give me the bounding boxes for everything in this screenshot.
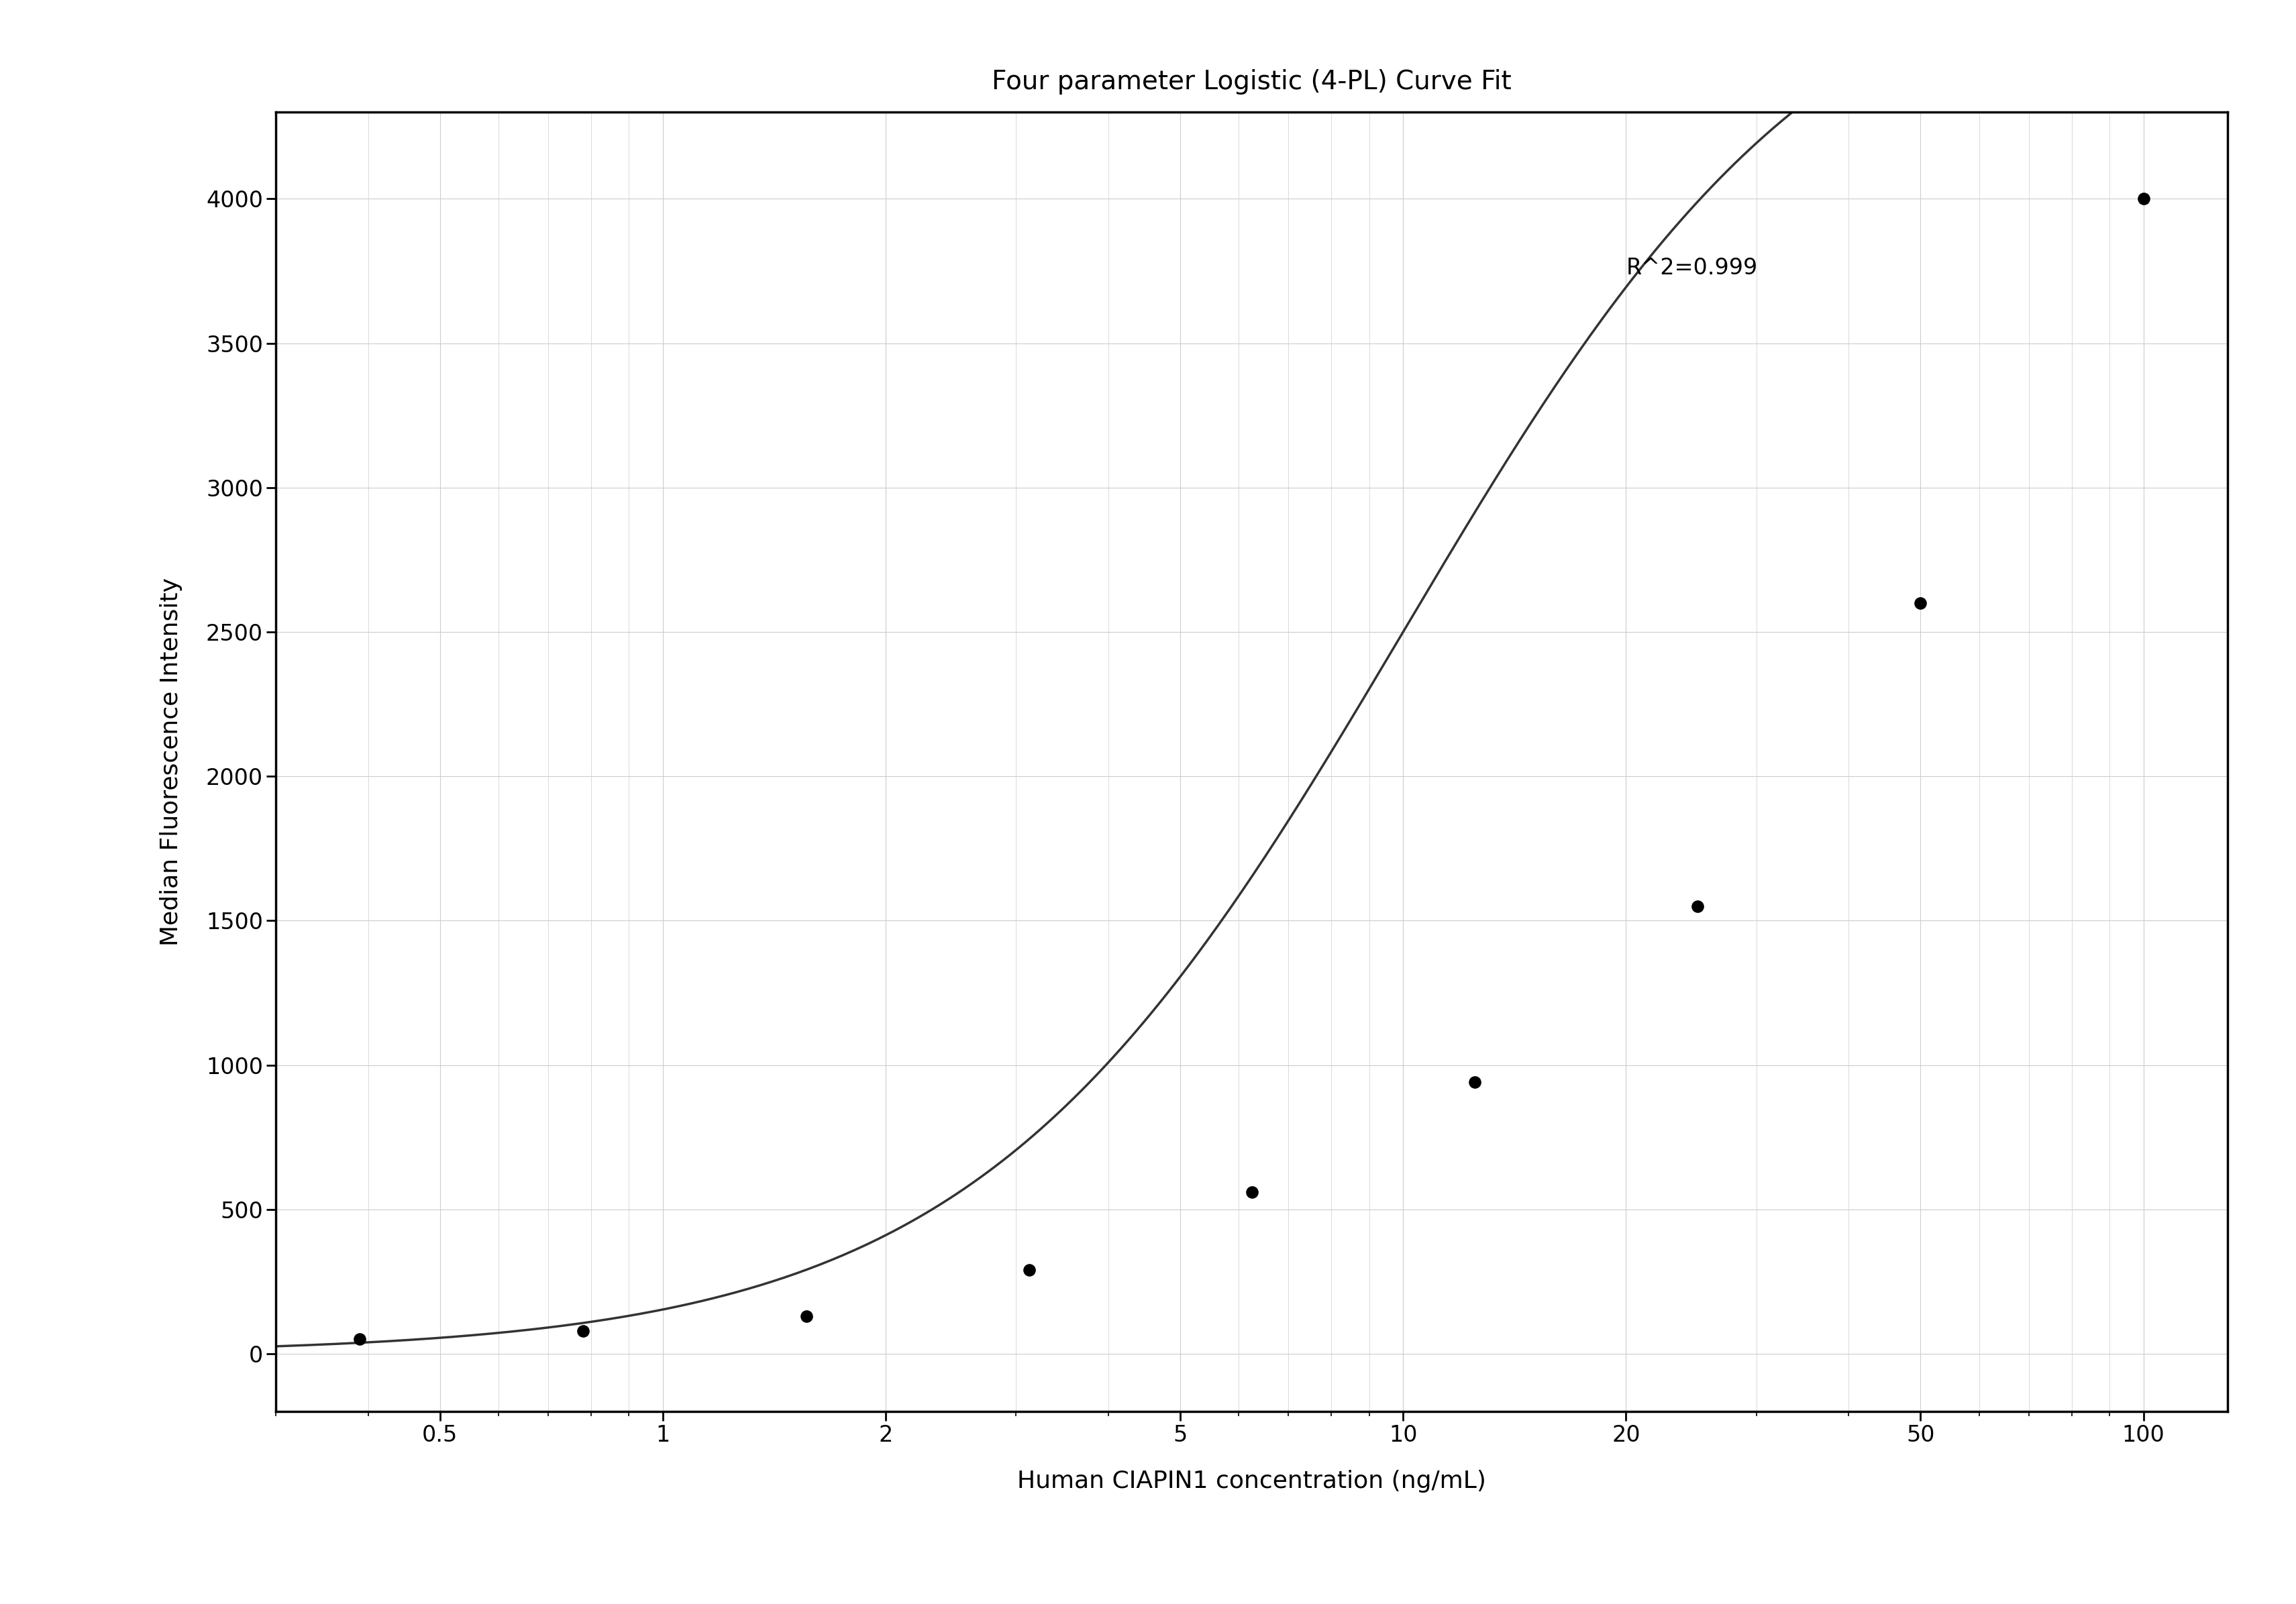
Text: R^2=0.999: R^2=0.999 <box>1626 257 1756 279</box>
Point <box>1901 590 1938 616</box>
Point <box>2124 186 2161 212</box>
Y-axis label: Median Fluorescence Intensity: Median Fluorescence Intensity <box>161 577 184 946</box>
X-axis label: Human CIAPIN1 concentration (ng/mL): Human CIAPIN1 concentration (ng/mL) <box>1017 1469 1486 1492</box>
Point <box>1010 1258 1047 1283</box>
Point <box>565 1318 602 1344</box>
Point <box>1678 893 1715 919</box>
Point <box>1456 1070 1492 1096</box>
Point <box>342 1327 379 1352</box>
Point <box>788 1304 824 1330</box>
Point <box>1233 1179 1270 1205</box>
Title: Four parameter Logistic (4-PL) Curve Fit: Four parameter Logistic (4-PL) Curve Fit <box>992 69 1511 95</box>
